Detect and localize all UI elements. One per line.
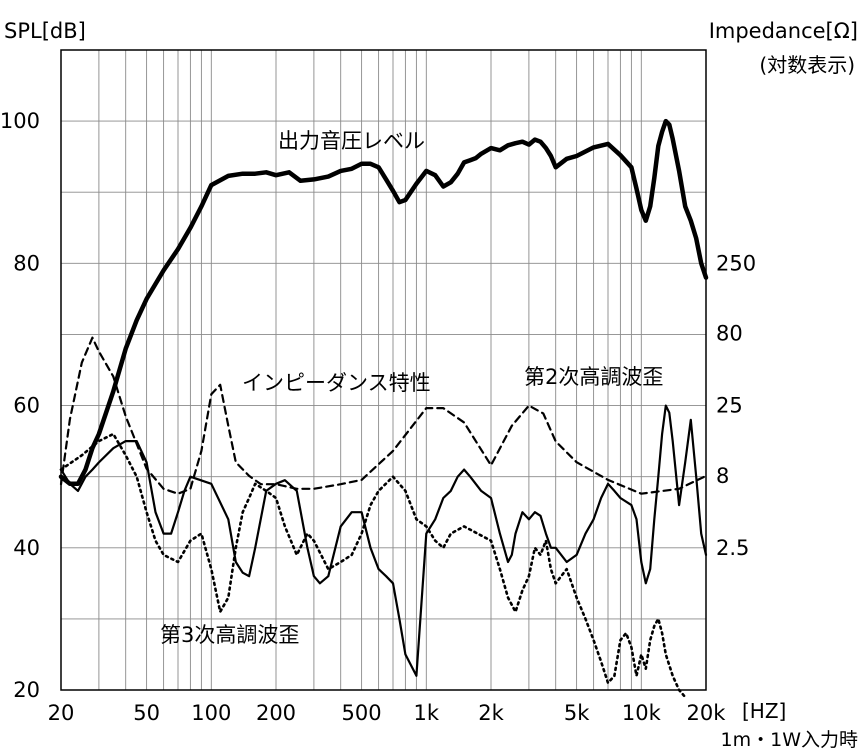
y-tick-label: 100 xyxy=(0,109,40,133)
y2-axis-label: Impedance[Ω] xyxy=(709,19,858,43)
x-tick-label: 200 xyxy=(256,701,296,725)
x-tick-label: 2k xyxy=(478,701,504,725)
y-tick-label: 40 xyxy=(13,536,40,560)
x-tick-label: 10k xyxy=(622,701,662,725)
tick-labels: 20 50 100 200 500 1k 2k 5k 10k 20k 20 40 60 80 100 2.5 8… xyxy=(0,109,756,725)
series-h2-line xyxy=(59,404,708,677)
y2-tick-label: 2.5 xyxy=(716,536,749,560)
y2-tick-label: 250 xyxy=(716,251,756,275)
x-tick-label: 1k xyxy=(414,701,440,725)
annotation-h2: 第2次高調波歪 xyxy=(524,365,663,389)
annotation-h3: 第3次高調波歪 xyxy=(160,623,299,647)
annotation-spl: 出力音圧レベル xyxy=(278,129,425,153)
series-impedance-line xyxy=(59,336,708,495)
series-h3-line xyxy=(59,432,687,699)
y-tick-label: 80 xyxy=(13,251,40,275)
x-axis-unit: [HZ] xyxy=(742,699,786,723)
y-tick-label: 20 xyxy=(13,678,40,702)
series-spl-line xyxy=(58,118,709,487)
x-tick-label: 500 xyxy=(342,701,382,725)
x-tick-label: 20 xyxy=(48,701,75,725)
measurement-note: 1m・1W入力時 xyxy=(721,729,858,751)
x-tick-label: 5k xyxy=(564,701,590,725)
series-layer xyxy=(58,118,709,699)
y2-tick-label: 25 xyxy=(716,394,743,418)
x-tick-label: 100 xyxy=(191,701,231,725)
y2-axis-sublabel: (対数表示) xyxy=(759,53,855,77)
annotation-impedance: インピーダンス特性 xyxy=(242,371,431,395)
x-tick-label: 50 xyxy=(133,701,160,725)
y2-tick-label: 8 xyxy=(716,464,729,488)
x-tick-label: 20k xyxy=(687,701,727,725)
plot-frame xyxy=(60,49,707,691)
y-tick-label: 60 xyxy=(13,394,40,418)
y-axis-label: SPL[dB] xyxy=(4,19,86,43)
y2-tick-label: 80 xyxy=(716,322,743,346)
